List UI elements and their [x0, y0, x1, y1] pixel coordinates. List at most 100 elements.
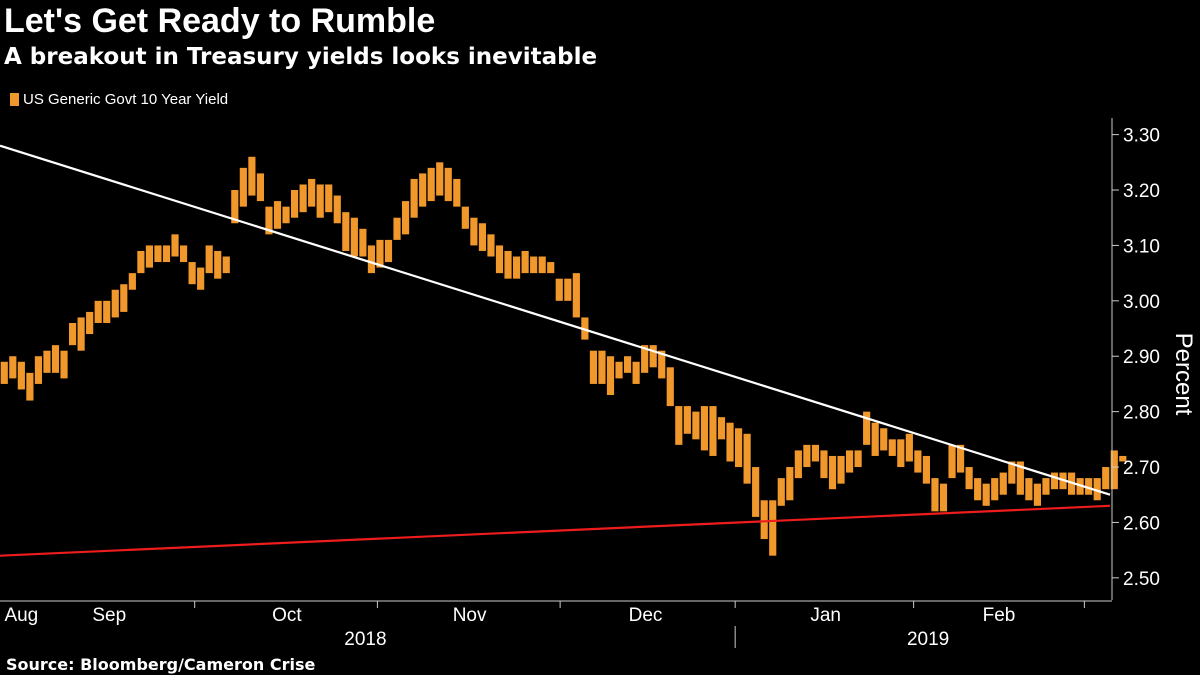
bar	[939, 483, 948, 512]
x-tick-label: Dec	[629, 605, 663, 626]
bar	[871, 422, 879, 456]
bar	[179, 245, 188, 263]
bar	[564, 278, 572, 301]
bar	[68, 322, 77, 346]
bar	[623, 356, 632, 373]
bar	[880, 428, 888, 451]
bar	[239, 167, 247, 207]
bar	[60, 350, 68, 379]
bar	[188, 262, 196, 285]
x-tick-label: Aug	[4, 605, 38, 626]
x-tick-label: Nov	[453, 605, 487, 626]
bar	[820, 450, 828, 479]
bar	[956, 444, 965, 473]
bar	[1085, 478, 1093, 495]
bar	[811, 444, 820, 462]
x-tick-label: Oct	[272, 605, 302, 626]
source-note: Source: Bloomberg/Cameron Crise	[6, 655, 316, 674]
bar	[615, 361, 623, 379]
bar	[641, 345, 649, 373]
bar	[863, 411, 871, 445]
bar	[162, 245, 171, 263]
bar	[419, 173, 427, 207]
y-tick-label: 2.50	[1123, 569, 1160, 590]
bar	[743, 433, 751, 484]
bar	[290, 190, 299, 218]
bar	[752, 467, 760, 517]
bar	[948, 444, 956, 479]
bar	[991, 478, 999, 501]
bar	[0, 361, 8, 384]
trendlines	[0, 144, 1111, 557]
bar	[51, 345, 60, 373]
bar	[265, 206, 273, 235]
bar	[931, 478, 939, 512]
bar	[905, 433, 913, 462]
bar	[478, 223, 487, 251]
bar	[214, 250, 222, 279]
bar	[470, 217, 478, 246]
bar	[1033, 483, 1042, 506]
y-axis-label: Percent	[1170, 333, 1197, 416]
bar	[308, 178, 316, 207]
bar	[700, 406, 709, 451]
bar	[436, 162, 444, 196]
year-label: 2019	[907, 629, 949, 650]
bar	[86, 311, 94, 335]
bar	[299, 184, 307, 213]
bar	[1025, 478, 1033, 501]
legend-label: US Generic Govt 10 Year Yield	[23, 91, 229, 108]
bar	[922, 455, 931, 484]
bar	[1110, 450, 1118, 490]
bar	[666, 367, 674, 407]
bar	[760, 500, 768, 540]
legend: US Generic Govt 10 Year Yield	[10, 91, 228, 108]
bar	[709, 406, 717, 456]
bar	[683, 406, 691, 434]
bar	[803, 444, 811, 468]
x-tick-label: Feb	[983, 605, 1016, 626]
bar	[43, 350, 51, 373]
bar	[393, 217, 401, 240]
bar	[316, 184, 324, 218]
bar	[231, 190, 239, 224]
y-tick-label: 2.70	[1123, 458, 1160, 479]
bar	[94, 300, 102, 323]
year-label: 2018	[344, 629, 386, 650]
y-tick-label: 3.00	[1123, 292, 1160, 313]
bar	[111, 289, 119, 318]
bar	[769, 500, 777, 556]
bar	[453, 178, 461, 207]
x-axis: Aug Sep Oct Nov Dec Jan Feb 2018 2019	[0, 600, 1112, 650]
bar	[17, 361, 25, 390]
bar	[248, 156, 256, 196]
bar	[376, 239, 384, 268]
bar	[1042, 478, 1050, 495]
bar	[103, 300, 111, 323]
bar	[692, 411, 700, 440]
y-tick-label: 2.60	[1123, 513, 1160, 534]
bar	[427, 167, 435, 202]
bar	[649, 345, 657, 368]
bar	[521, 250, 529, 274]
bar	[1016, 461, 1024, 495]
bar	[145, 245, 154, 268]
bar	[726, 422, 734, 462]
bar	[845, 450, 854, 473]
bar	[828, 455, 837, 490]
bar	[461, 206, 469, 229]
x-tick-label: Jan	[810, 605, 841, 626]
y-tick-label: 2.80	[1123, 403, 1160, 424]
bar	[401, 201, 410, 235]
x-tick-label: Sep	[92, 605, 126, 626]
bar	[359, 228, 367, 257]
bar	[547, 262, 555, 274]
bar	[34, 356, 43, 384]
bar	[1008, 461, 1016, 484]
bar	[530, 256, 538, 274]
bar	[487, 234, 495, 257]
y-tick-label: 3.20	[1123, 181, 1160, 202]
bar	[282, 206, 290, 224]
bar	[675, 406, 683, 445]
support-trendline	[0, 504, 1111, 557]
